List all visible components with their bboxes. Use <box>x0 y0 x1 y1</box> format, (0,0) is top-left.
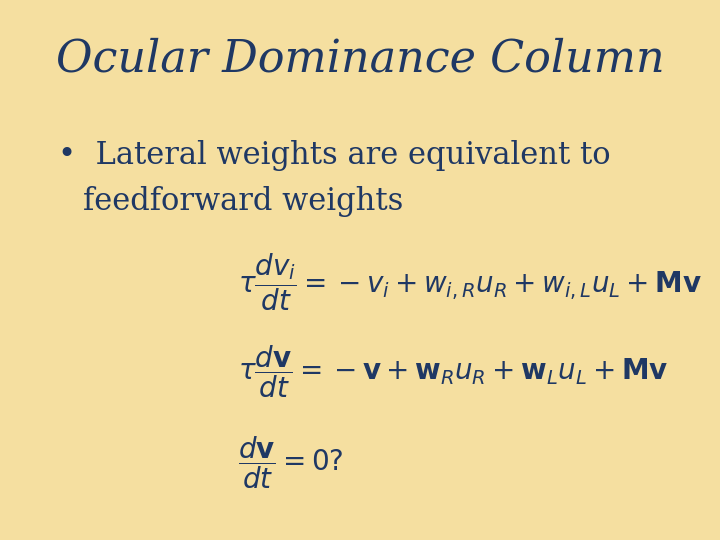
Text: Ocular Dominance Column: Ocular Dominance Column <box>55 38 665 81</box>
Text: $\tau \dfrac{d\mathbf{v}}{dt} = -\mathbf{v} + \mathbf{w}_R u_R + \mathbf{w}_L u_: $\tau \dfrac{d\mathbf{v}}{dt} = -\mathbf… <box>238 343 668 400</box>
Text: •  Lateral weights are equivalent to: • Lateral weights are equivalent to <box>58 140 611 171</box>
Text: feedforward weights: feedforward weights <box>83 186 403 217</box>
Text: $\dfrac{d\mathbf{v}}{dt} = 0?$: $\dfrac{d\mathbf{v}}{dt} = 0?$ <box>238 435 343 491</box>
Text: $\tau \dfrac{dv_i}{dt} = -v_i + w_{i,R}u_R + w_{i,L}u_L + \mathbf{M}\mathbf{v}$: $\tau \dfrac{dv_i}{dt} = -v_i + w_{i,R}u… <box>238 251 701 313</box>
